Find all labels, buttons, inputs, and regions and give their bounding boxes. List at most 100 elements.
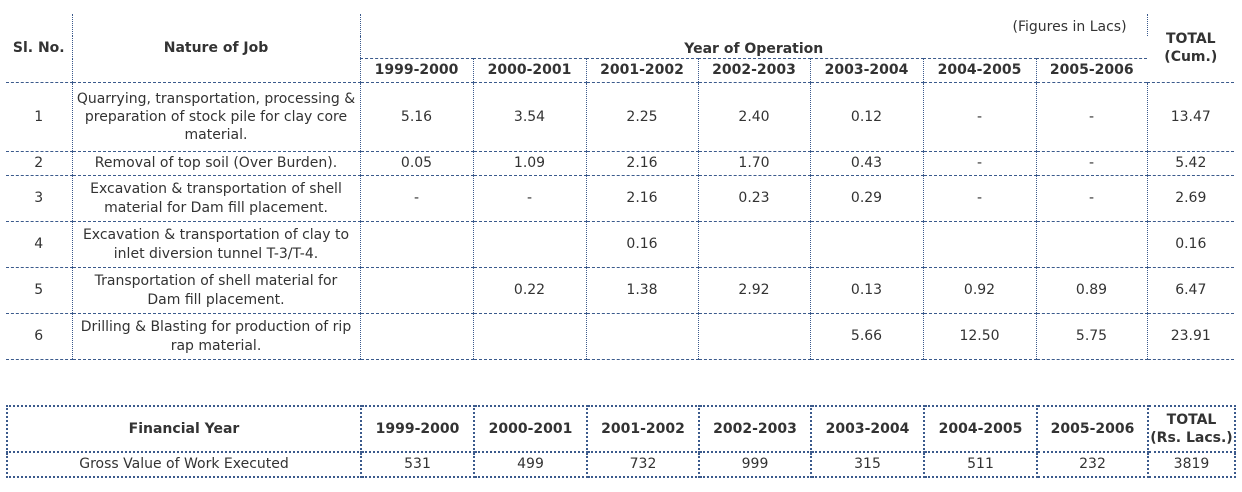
table-row: 3 Excavation & transportation of shell m… xyxy=(6,175,1235,222)
value-cell: 732 xyxy=(586,451,700,478)
value-cell: - xyxy=(923,175,1037,222)
sl-no-cell: 5 xyxy=(6,267,73,314)
value-cell xyxy=(698,313,811,360)
table-row: 5 Transportation of shell material for D… xyxy=(6,267,1235,314)
total-cell: 2.69 xyxy=(1147,175,1235,222)
year-header: 2001-2002 xyxy=(586,405,700,453)
value-cell: 232 xyxy=(1036,451,1149,478)
year-header: 2000-2001 xyxy=(473,405,588,453)
value-cell: - xyxy=(923,82,1037,152)
year-header: 2003-2004 xyxy=(810,405,925,453)
value-cell: - xyxy=(1036,175,1148,222)
total-cell: 23.91 xyxy=(1147,313,1235,360)
value-cell: 499 xyxy=(473,451,588,478)
total-rs-header: TOTAL (Rs. Lacs.) xyxy=(1147,405,1236,453)
year-header: 2002-2003 xyxy=(698,405,812,453)
table-row: 4 Excavation & transportation of clay to… xyxy=(6,221,1235,268)
value-cell: 5.75 xyxy=(1036,313,1148,360)
value-cell: 5.66 xyxy=(810,313,924,360)
job-cell: Transportation of shell material for Dam… xyxy=(72,267,361,314)
year-header: 2005-2006 xyxy=(1036,58,1148,83)
financial-table: Financial Year 1999-2000 2000-2001 2001-… xyxy=(6,405,1236,478)
value-cell xyxy=(473,221,587,268)
value-cell xyxy=(360,221,474,268)
total-header-line1: TOTAL xyxy=(1166,411,1217,428)
year-header: 2001-2002 xyxy=(586,58,699,83)
job-cell: Excavation & transportation of shell mat… xyxy=(72,175,361,222)
sl-no-header: Sl. No. xyxy=(6,14,73,83)
job-cell: Removal of top soil (Over Burden). xyxy=(72,151,361,176)
year-header: 2002-2003 xyxy=(698,58,811,83)
value-cell: - xyxy=(1036,82,1148,152)
value-cell: - xyxy=(473,175,587,222)
row-label: Gross Value of Work Executed xyxy=(6,451,362,478)
value-cell: - xyxy=(923,151,1037,176)
value-cell: 0.92 xyxy=(923,267,1037,314)
year-of-operation-header: Year of Operation xyxy=(360,36,1148,59)
sl-no-cell: 4 xyxy=(6,221,73,268)
table-row: 6 Drilling & Blasting for production of … xyxy=(6,313,1235,360)
value-cell: 531 xyxy=(360,451,475,478)
value-cell: 2.16 xyxy=(586,175,699,222)
value-cell: 0.43 xyxy=(810,151,924,176)
figures-note: (Figures in Lacs) xyxy=(360,14,1148,36)
total-header-line1: TOTAL xyxy=(1165,30,1216,47)
year-header: 1999-2000 xyxy=(360,405,475,453)
job-cell: Excavation & transportation of clay to i… xyxy=(72,221,361,268)
value-cell xyxy=(360,267,474,314)
value-cell: 2.40 xyxy=(698,82,811,152)
value-cell: 0.22 xyxy=(473,267,587,314)
financial-year-header: Financial Year xyxy=(6,405,362,453)
value-cell: 2.25 xyxy=(586,82,699,152)
value-cell: 999 xyxy=(698,451,812,478)
sl-no-cell: 6 xyxy=(6,313,73,360)
sl-no-cell: 3 xyxy=(6,175,73,222)
job-cell: Quarrying, transportation, processing & … xyxy=(72,82,361,152)
value-cell xyxy=(586,313,699,360)
sl-no-cell: 1 xyxy=(6,82,73,152)
value-cell: 12.50 xyxy=(923,313,1037,360)
value-cell xyxy=(810,221,924,268)
year-header: 2000-2001 xyxy=(473,58,587,83)
year-header: 2003-2004 xyxy=(810,58,924,83)
value-cell: 0.16 xyxy=(586,221,699,268)
year-header: 1999-2000 xyxy=(360,58,474,83)
value-cell xyxy=(698,221,811,268)
sl-no-cell: 2 xyxy=(6,151,73,176)
value-cell: 2.92 xyxy=(698,267,811,314)
table-row: 2 Removal of top soil (Over Burden). 0.0… xyxy=(6,151,1235,176)
total-cell: 6.47 xyxy=(1147,267,1235,314)
value-cell: 0.12 xyxy=(810,82,924,152)
job-cell: Drilling & Blasting for production of ri… xyxy=(72,313,361,360)
year-header: 2004-2005 xyxy=(923,58,1037,83)
total-cell: 5.42 xyxy=(1147,151,1235,176)
total-header-line2: (Cum.) xyxy=(1164,49,1218,65)
value-cell: 0.29 xyxy=(810,175,924,222)
table-row: 1 Quarrying, transportation, processing … xyxy=(6,82,1235,152)
operations-table: Sl. No. Nature of Job (Figures in Lacs) … xyxy=(6,14,1235,360)
total-cell: 13.47 xyxy=(1147,82,1235,152)
value-cell xyxy=(360,313,474,360)
value-cell: - xyxy=(1036,151,1148,176)
value-cell: 511 xyxy=(923,451,1038,478)
value-cell: 0.89 xyxy=(1036,267,1148,314)
value-cell: 1.38 xyxy=(586,267,699,314)
value-cell: 0.13 xyxy=(810,267,924,314)
value-cell: 3.54 xyxy=(473,82,587,152)
total-cell: 3819 xyxy=(1147,451,1236,478)
value-cell xyxy=(473,313,587,360)
value-cell: 0.05 xyxy=(360,151,474,176)
value-cell: 0.23 xyxy=(698,175,811,222)
value-cell: 1.09 xyxy=(473,151,587,176)
nature-of-job-header: Nature of Job xyxy=(72,14,361,83)
year-header: 2005-2006 xyxy=(1036,405,1149,453)
year-header: 2004-2005 xyxy=(923,405,1038,453)
total-header-line2: (Rs. Lacs.) xyxy=(1150,430,1233,446)
value-cell: - xyxy=(360,175,474,222)
value-cell: 1.70 xyxy=(698,151,811,176)
value-cell: 2.16 xyxy=(586,151,699,176)
value-cell: 5.16 xyxy=(360,82,474,152)
value-cell xyxy=(1036,221,1148,268)
table-row: Gross Value of Work Executed 531 499 732… xyxy=(6,451,1236,478)
value-cell: 315 xyxy=(810,451,925,478)
